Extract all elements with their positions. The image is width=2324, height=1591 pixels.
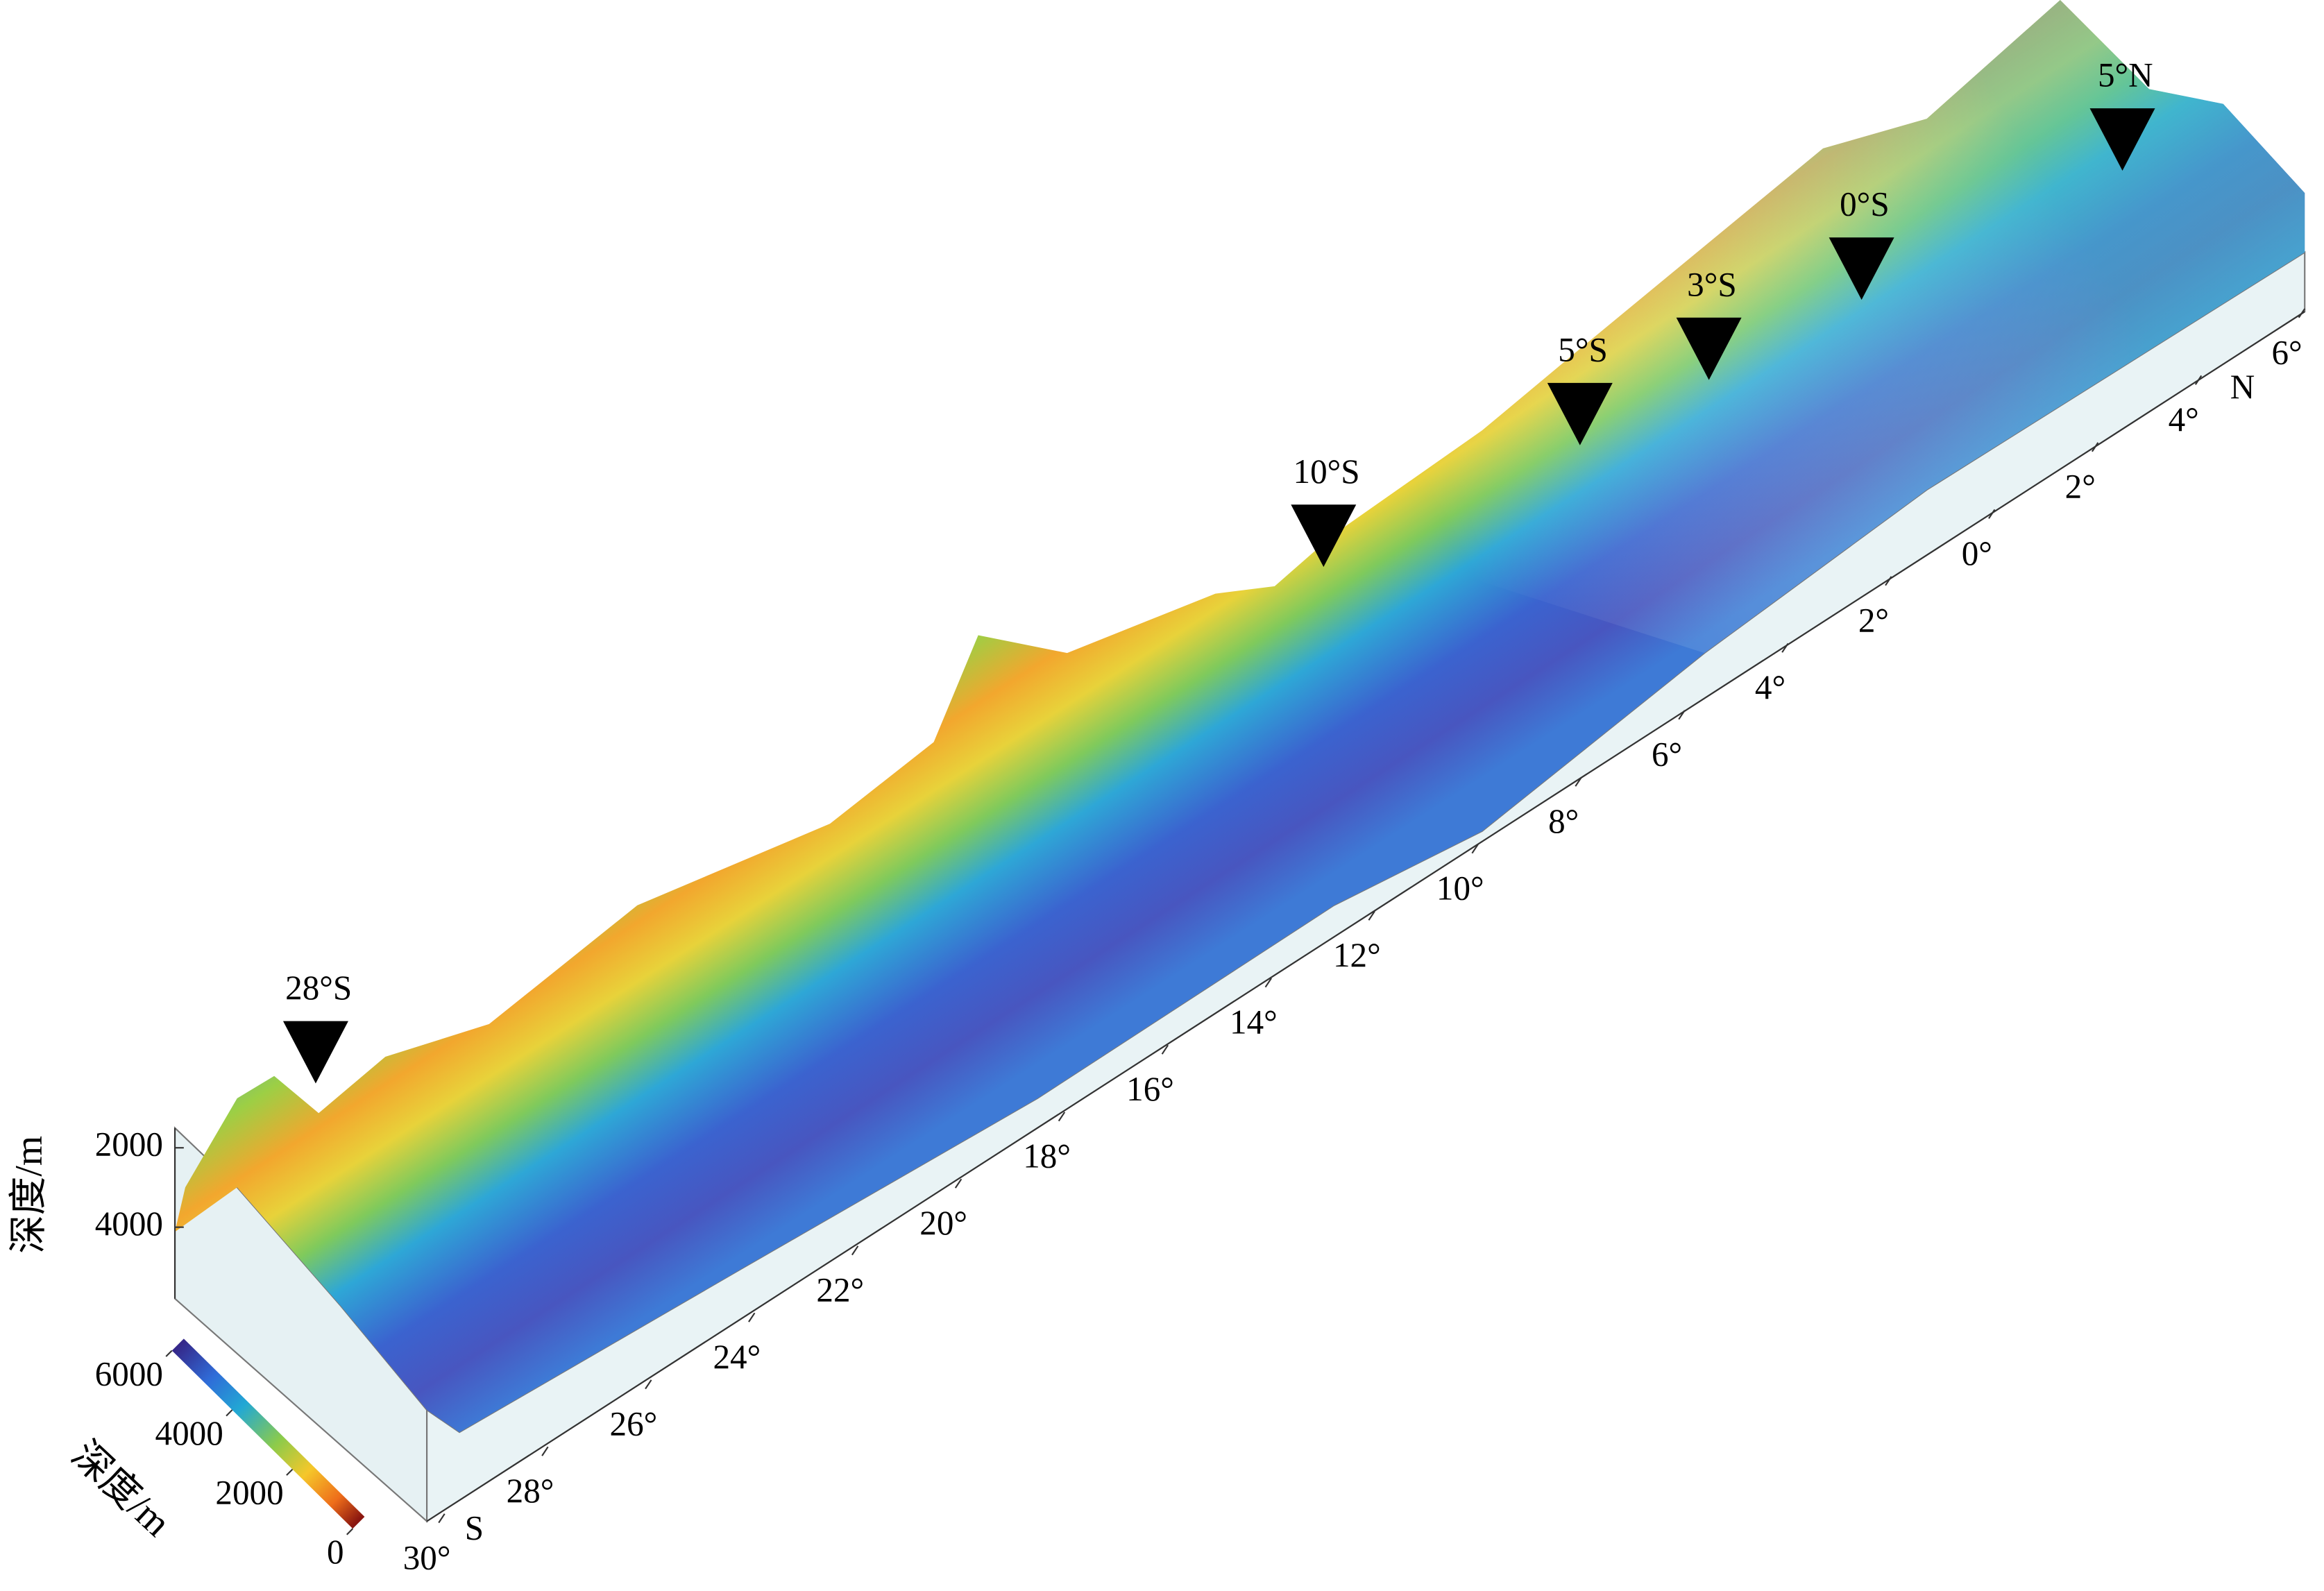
x-tick-label: 24° <box>713 1338 761 1376</box>
x-tick <box>2298 308 2306 318</box>
colorbar-tick <box>165 1350 173 1357</box>
x-tick-label: 0° <box>1962 534 1992 572</box>
marker-label: 5°S <box>1558 330 1608 368</box>
x-tick <box>1058 1112 1066 1122</box>
x-tick-label: 30° <box>403 1538 451 1576</box>
x-tick <box>1988 509 1996 519</box>
x-tick-label: 6° <box>2271 334 2302 372</box>
x-tick <box>1781 643 1789 653</box>
x-tick-label: 28° <box>507 1472 554 1510</box>
x-end-label: S <box>465 1509 484 1547</box>
x-tick <box>1885 576 1892 586</box>
colorbar-tick-label: 6000 <box>95 1354 163 1393</box>
colorbar-tick-label: 0 <box>327 1533 344 1571</box>
x-tick <box>541 1446 549 1456</box>
x-tick <box>851 1245 859 1256</box>
x-tick <box>1678 710 1686 720</box>
x-tick <box>2194 375 2203 385</box>
surface-shading <box>1334 0 2305 654</box>
x-tick-label: 2° <box>1858 602 1889 640</box>
x-tick <box>2091 442 2099 452</box>
x-tick <box>1471 844 1479 854</box>
x-tick <box>645 1379 652 1390</box>
colorbar-tick-label: 4000 <box>155 1414 223 1452</box>
x-tick <box>1575 776 1582 787</box>
marker <box>1829 237 1894 300</box>
marker-label: 3°S <box>1687 265 1737 303</box>
x-end-label: N <box>2230 368 2255 406</box>
marker <box>1291 504 1357 568</box>
marker-label: 5°N <box>2098 56 2153 94</box>
marker <box>2089 108 2155 171</box>
x-tick-label: 20° <box>919 1204 967 1242</box>
x-tick-label: 26° <box>610 1404 658 1443</box>
z-tick-label: 2000 <box>95 1125 163 1163</box>
x-tick-label: 14° <box>1230 1003 1278 1041</box>
marker <box>1547 382 1613 445</box>
marker <box>1676 317 1742 380</box>
x-tick-label: 2° <box>2065 468 2096 506</box>
x-tick <box>748 1312 756 1322</box>
x-tick-label: 4° <box>1755 668 1786 706</box>
x-tick <box>954 1178 962 1189</box>
z-tick-label: 4000 <box>95 1205 163 1243</box>
x-tick-label: 8° <box>1548 802 1579 840</box>
depth-axis-title: 深度/m <box>8 1136 51 1254</box>
colorbar <box>171 1338 365 1529</box>
x-tick <box>1368 910 1375 921</box>
x-tick <box>438 1513 446 1524</box>
x-tick-label: 4° <box>2169 400 2199 439</box>
marker-label: 0°S <box>1840 185 1890 223</box>
marker-label: 28°S <box>285 969 352 1007</box>
marker <box>282 1021 348 1084</box>
colorbar-tick <box>226 1409 233 1417</box>
x-tick-label: 10° <box>1436 869 1484 908</box>
colorbar-tick <box>346 1528 354 1535</box>
x-tick-label: 18° <box>1023 1137 1071 1175</box>
x-tick-label: 16° <box>1126 1070 1174 1108</box>
x-tick <box>1264 978 1272 988</box>
x-tick-label: 6° <box>1652 735 1682 774</box>
x-tick <box>1161 1044 1169 1055</box>
colorbar-tick <box>286 1468 294 1476</box>
colorbar-tick-label: 2000 <box>215 1473 283 1511</box>
x-tick-label: 12° <box>1333 936 1381 974</box>
marker-label: 10°S <box>1294 452 1360 491</box>
x-tick-label: 22° <box>816 1271 864 1309</box>
